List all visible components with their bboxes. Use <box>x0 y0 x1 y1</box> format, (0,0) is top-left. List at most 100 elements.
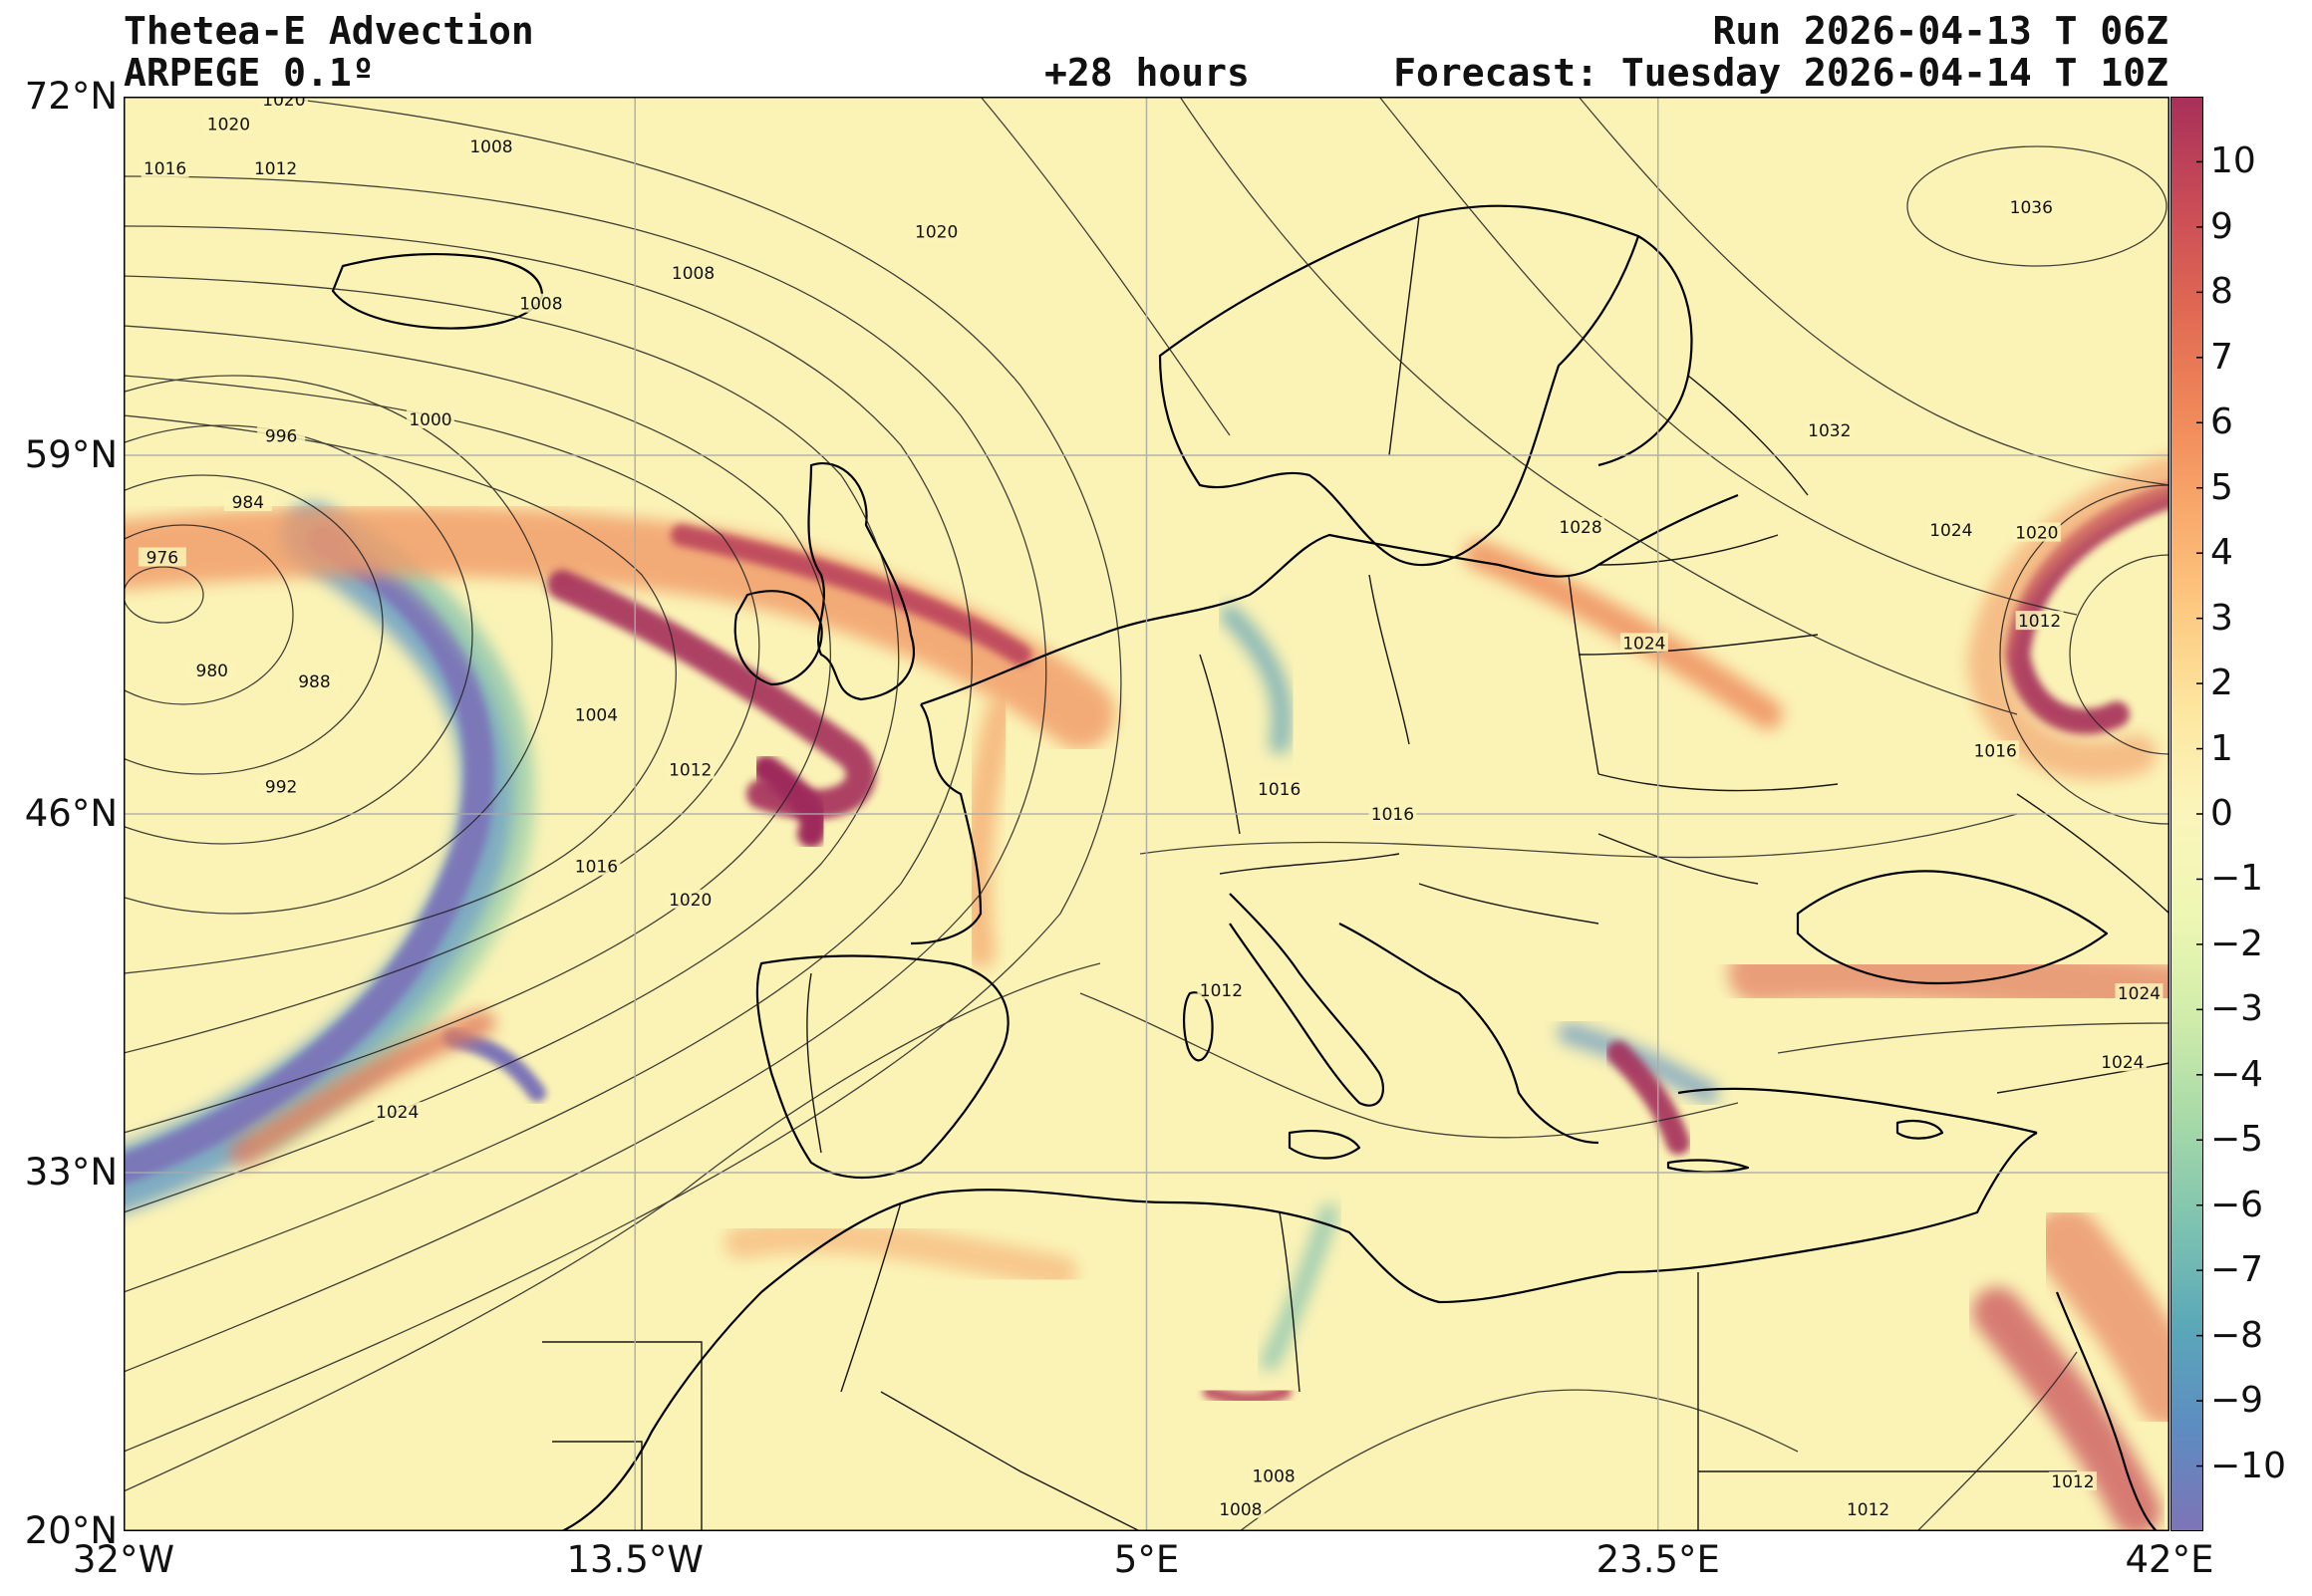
isobar-label-background <box>1805 420 1854 440</box>
isobar-label-background <box>406 409 454 428</box>
theta-e-advection-map: 1020 1020 1016 1012 1008 1008 1008 1020 1036 1000… <box>124 97 2169 1531</box>
isobar-label: 1016 <box>575 858 618 878</box>
isobar-label: 1016 <box>1974 741 2017 761</box>
lead-time-label: +28 hours <box>1044 51 1250 95</box>
isobar-label: 976 <box>146 548 178 568</box>
isobar-label: 1032 <box>1808 421 1851 441</box>
isobar-1028-europe <box>1378 97 2078 616</box>
isobar-label-background <box>259 97 308 109</box>
coast-italy <box>1229 893 1384 1107</box>
colorbar-tick-label: 8 <box>2210 271 2233 313</box>
lon-tick-label: 23.5°E <box>1595 1538 1720 1581</box>
isobar-label: 1008 <box>672 264 715 284</box>
isobar-label: 1008 <box>1219 1500 1262 1520</box>
warm-advection-france <box>962 699 1015 968</box>
country-borders <box>542 215 2169 1531</box>
lon-tick-label: 32°W <box>72 1538 175 1581</box>
isobar-label: 1020 <box>915 223 958 243</box>
isobar-label: 980 <box>196 662 228 681</box>
isobar-label-background <box>2007 196 2056 216</box>
isobar-label: 1012 <box>2051 1472 2094 1492</box>
coastlines <box>331 204 2158 1531</box>
isobar-label-background <box>669 263 718 283</box>
isobars <box>124 97 2169 1531</box>
colorbar-tick-label: −2 <box>2210 923 2264 964</box>
isobar-label: 1008 <box>519 295 562 315</box>
isobar-1016 <box>124 175 1047 1373</box>
isobar-label-background <box>204 114 253 133</box>
border-algeria-niger <box>880 1391 1141 1531</box>
map-frame <box>124 97 2169 1531</box>
border-romania <box>1597 833 1759 885</box>
coast-finland <box>1597 235 1693 467</box>
isobar-label: 1024 <box>2118 984 2161 1004</box>
isobar-1024-atlantic <box>124 962 1101 1492</box>
colorbar-tick-label: −8 <box>2210 1314 2264 1356</box>
warm-advection-libya <box>1203 1385 1292 1407</box>
coast-west-africa <box>561 1291 762 1531</box>
isobar-label: 1012 <box>1847 1500 1889 1520</box>
isobar-label-background <box>1844 1498 1892 1518</box>
map-title: Thetea-E Advection <box>124 9 534 53</box>
isobar-label-background <box>141 158 189 177</box>
coast-north-africa <box>760 1132 2038 1304</box>
isobar-1008 <box>124 275 900 1213</box>
colorbar-tick-label: 7 <box>2210 336 2233 378</box>
coast-great-britain <box>807 462 916 701</box>
colorbar-tick-label: −3 <box>2210 988 2264 1030</box>
isobar-1012 <box>124 225 973 1293</box>
isobar-label-background <box>257 776 306 796</box>
isobar-1024-turkey <box>1777 1022 2169 1054</box>
colorbar-tick-label: 10 <box>2210 140 2256 182</box>
isobar-label-background <box>2115 983 2164 1002</box>
isobar-1008-sahara <box>1239 1389 1799 1531</box>
border-algeria-morocco <box>840 1201 902 1393</box>
isobar-label-background <box>1216 1498 1265 1518</box>
coast-sardinia <box>1183 991 1214 1062</box>
isobar-label-background <box>373 1102 422 1122</box>
isobar-label: 996 <box>265 427 297 447</box>
colorbar-tick-label: −7 <box>2210 1249 2264 1291</box>
isobar-label-background <box>466 135 515 155</box>
border-turkey-syria <box>1996 1062 2169 1094</box>
border-germany-poland <box>1368 574 1410 745</box>
forecast-valid-label: Forecast: Tuesday 2026-04-14 T 10Z <box>1393 51 2168 95</box>
lon-tick-label: 42°E <box>2125 1538 2214 1581</box>
isobar-1012-egypt <box>1916 1351 2078 1531</box>
advection-field <box>124 455 2169 1531</box>
isobar-label-background <box>2048 1471 2097 1491</box>
colorbar-tick-label: −6 <box>2210 1184 2264 1225</box>
lat-tick-label: 72°N <box>24 75 118 118</box>
lat-tick-label: 59°N <box>24 433 118 476</box>
isobar-label-background <box>138 547 186 567</box>
isobar-label: 1036 <box>2010 198 2053 218</box>
isobar-label-background <box>516 293 565 313</box>
colorbar-tick-label: 9 <box>2210 205 2233 247</box>
isobar-label: 1008 <box>1252 1467 1295 1487</box>
isobar-low-russia-1012 <box>2069 554 2169 755</box>
coast-black-sea <box>1796 870 2109 985</box>
lon-tick-label: 13.5°W <box>566 1538 704 1581</box>
border-france-germany <box>1199 654 1241 835</box>
isobar-low-976 <box>124 566 204 624</box>
colorbar-tick-label: 3 <box>2210 597 2233 639</box>
isobar-label-background <box>223 492 272 512</box>
isobar-label: 1016 <box>1371 805 1414 825</box>
isobar-label: 1012 <box>669 761 712 781</box>
border-belarus <box>1578 634 1819 656</box>
isobar-label: 1016 <box>144 159 186 179</box>
isobar-low-992 <box>124 375 553 915</box>
isobar-label: 1012 <box>254 159 297 179</box>
isobar-1016-alps <box>1139 813 2018 859</box>
isobar-label: 988 <box>298 672 330 692</box>
isobar-label-background <box>1250 1465 1299 1485</box>
coast-turkey-south <box>1677 1087 2038 1135</box>
coast-iberia <box>755 954 1010 1179</box>
isobar-high-1036 <box>1906 145 2168 267</box>
warm-advection-turkey <box>1728 939 2169 1023</box>
isobar-label: 1020 <box>262 97 305 111</box>
isobar-996 <box>124 414 677 974</box>
isobar-1032-europe <box>1578 97 2169 486</box>
colorbar-tick-label: 6 <box>2210 401 2233 443</box>
colorbar-tick-label: 4 <box>2210 532 2233 574</box>
